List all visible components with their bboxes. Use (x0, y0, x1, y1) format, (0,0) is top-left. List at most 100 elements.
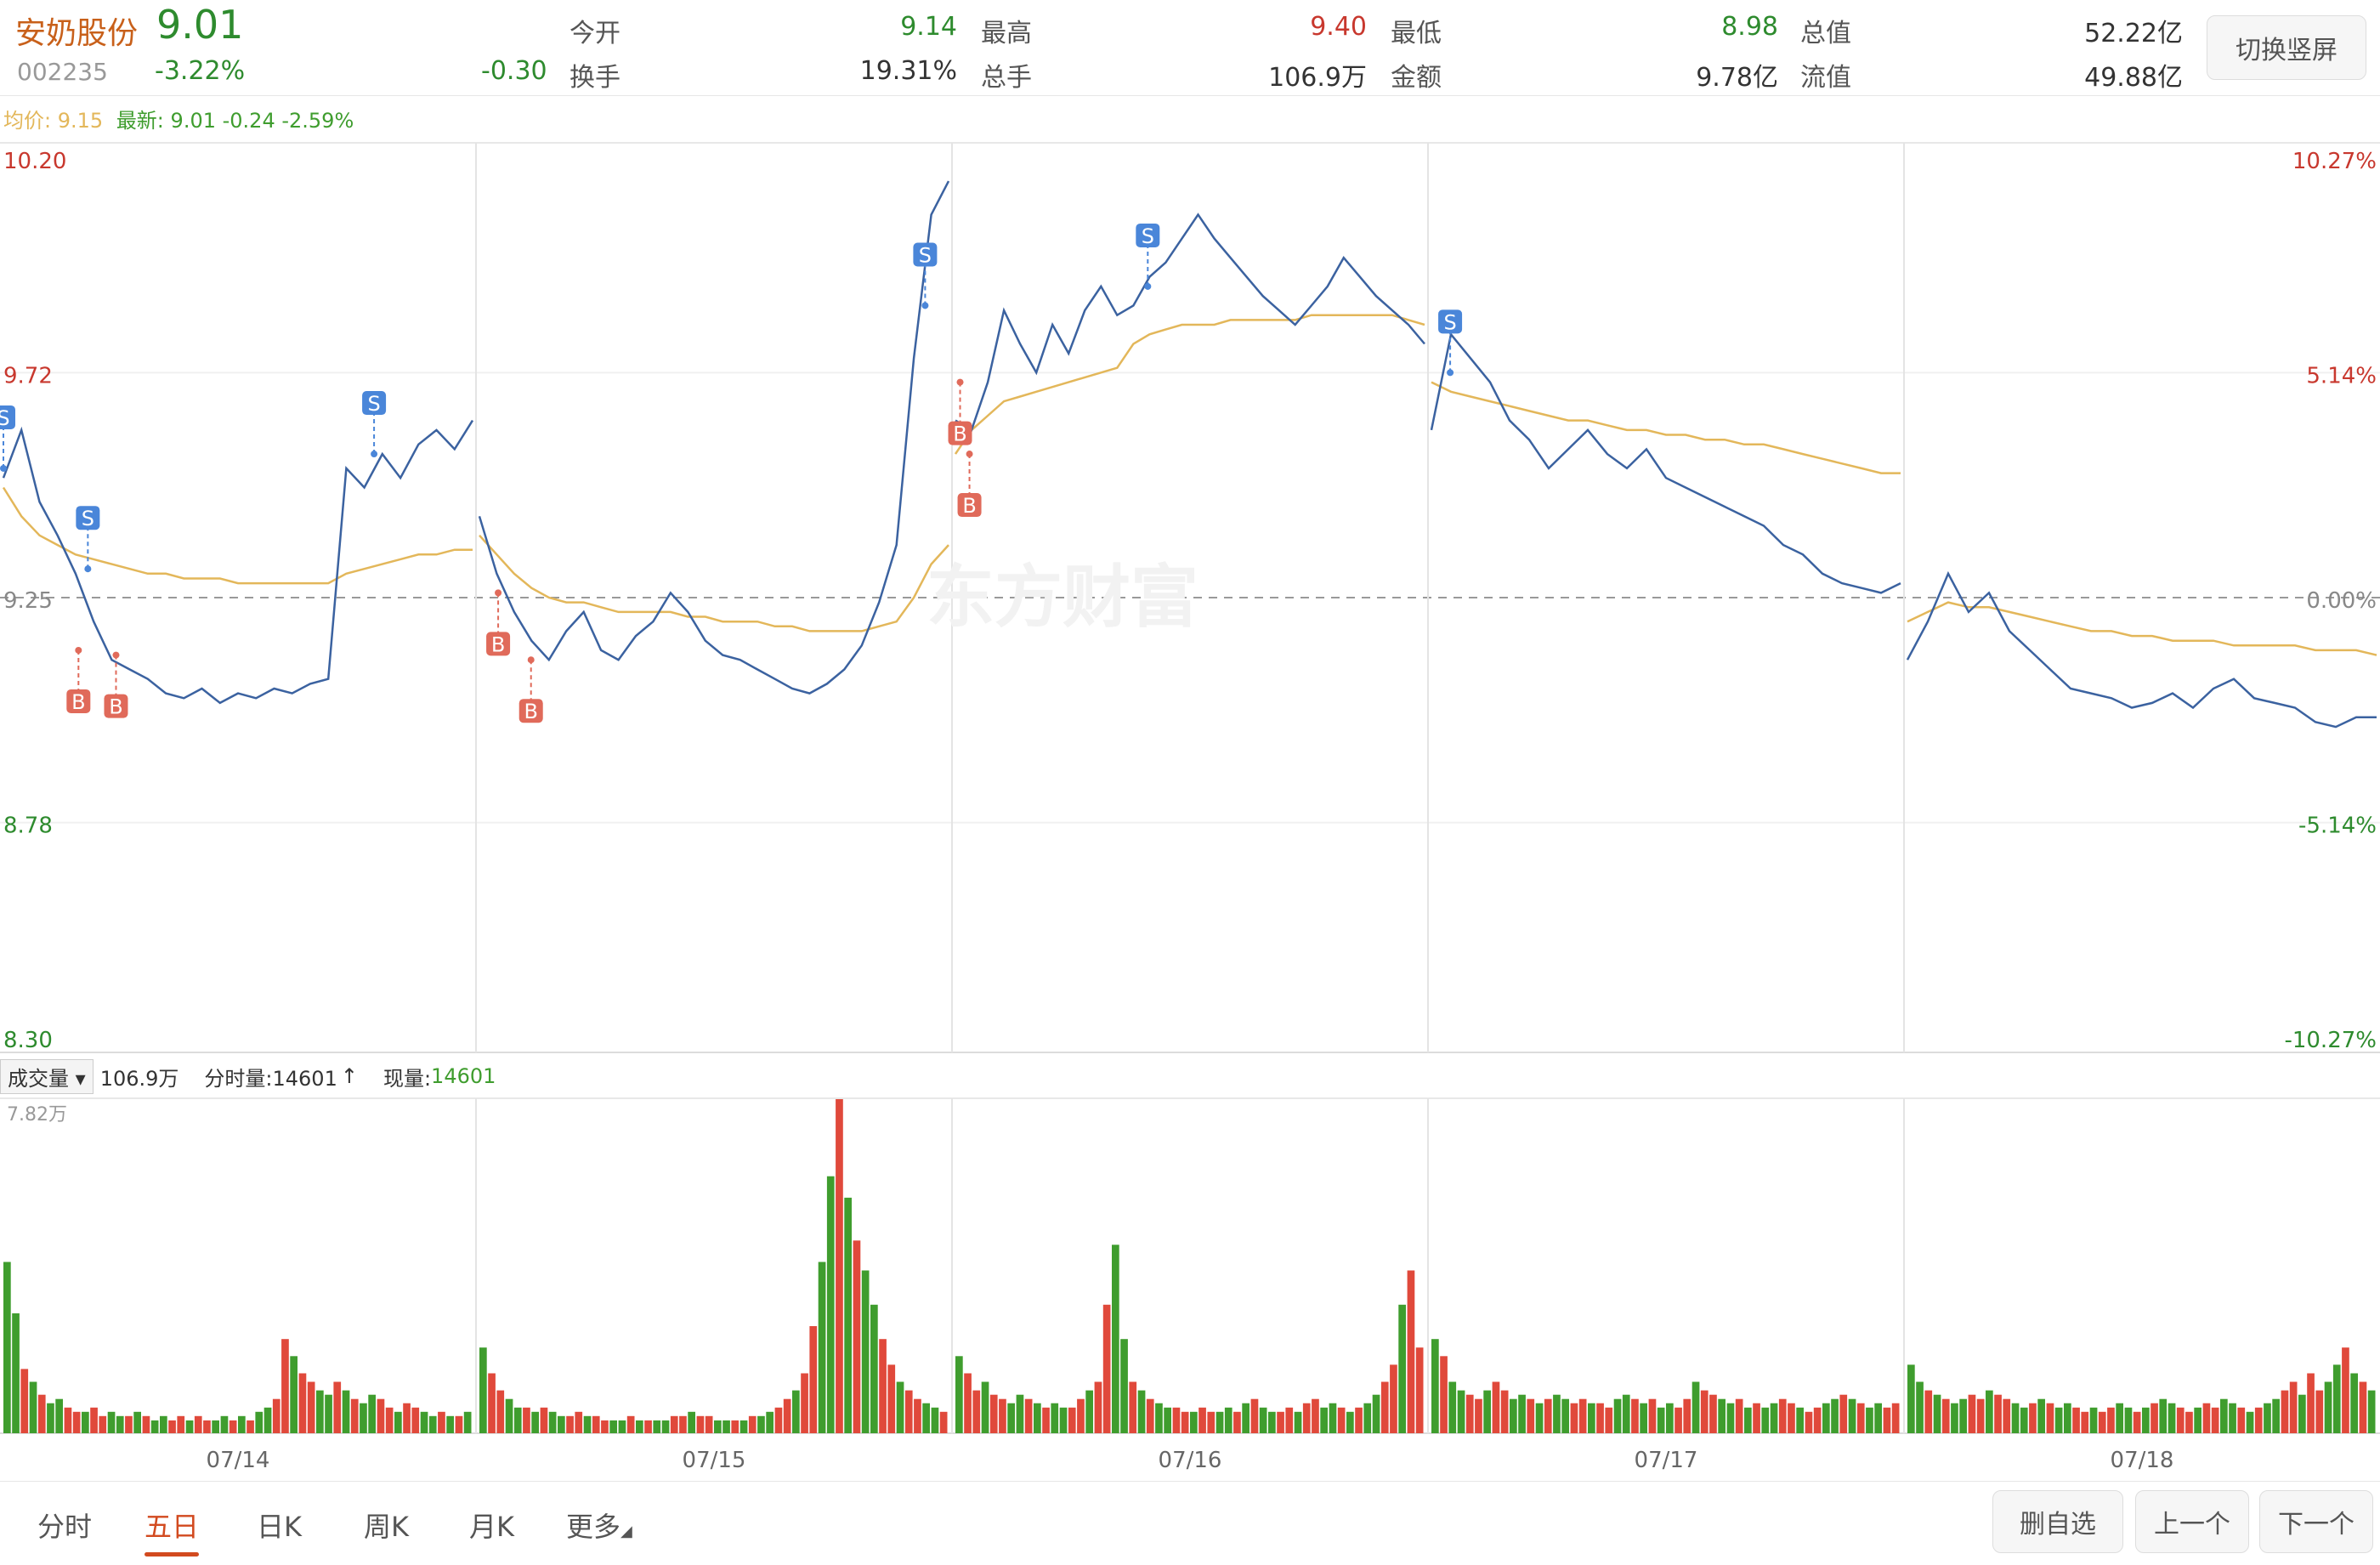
avg-line-day-1 (2, 486, 473, 585)
volume-bar (1492, 1381, 1500, 1433)
volume-bar (1805, 1411, 1813, 1433)
marker-label: B (953, 422, 966, 446)
volume-bar (575, 1411, 583, 1433)
stat-value-total-hands: 106.9万 (1268, 63, 1367, 93)
stat-value-low: 8.98 (1721, 12, 1778, 42)
volume-bar (1631, 1398, 1639, 1433)
buy-marker (518, 699, 543, 723)
volume-bar (403, 1403, 411, 1433)
volume-bar (1874, 1403, 1882, 1433)
volume-bar (99, 1415, 107, 1433)
volume-bar (438, 1411, 445, 1433)
volume-bar (904, 1390, 913, 1433)
stat-label-low: 最低 (1391, 19, 1442, 48)
volume-bar (2124, 1407, 2133, 1433)
marker-dot (75, 646, 82, 654)
volume-bar (1042, 1407, 1050, 1433)
stat-value-amount: 9.78亿 (1696, 63, 1778, 93)
volume-bar (2264, 1403, 2271, 1433)
price-line-day-4 (1430, 332, 1901, 594)
tab-weekly-k[interactable]: 周K (364, 1511, 409, 1543)
now-volume-value: 14601 (431, 1064, 496, 1088)
volume-bar (999, 1398, 1006, 1433)
switch-orientation-button[interactable]: 切换竖屏 (2207, 15, 2366, 80)
volume-bar (1986, 1390, 1993, 1433)
next-stock-button[interactable]: 下一个 (2259, 1490, 2373, 1553)
volume-bar (1666, 1403, 1674, 1433)
stat-label-turnover: 换手 (570, 63, 620, 93)
volume-bar (896, 1381, 904, 1433)
volume-bar (2020, 1407, 2028, 1433)
volume-bar (1329, 1403, 1337, 1433)
volume-bar (272, 1398, 280, 1433)
volume-bar (1190, 1411, 1198, 1433)
volume-bar (2202, 1403, 2211, 1433)
volume-max-label: 7.82万 (7, 1104, 67, 1126)
previous-stock-button[interactable]: 上一个 (2135, 1490, 2249, 1553)
remove-watchlist-button[interactable]: 删自选 (1992, 1490, 2123, 1553)
volume-bar (264, 1407, 272, 1433)
volume-select-label: 成交量 (8, 1066, 69, 1091)
volume-bar (1457, 1390, 1465, 1433)
volume-bar (12, 1313, 20, 1433)
sell-marker (913, 242, 938, 267)
volume-bar (914, 1398, 921, 1433)
volume-bar (1198, 1407, 1206, 1433)
tab-more[interactable]: 更多◢ (566, 1505, 632, 1545)
volume-bar (1839, 1394, 1848, 1433)
stat-value-total-value: 52.22亿 (2084, 19, 2183, 48)
tab-intraday[interactable]: 分时 (37, 1511, 93, 1543)
marker-dot (0, 464, 7, 472)
avg-price-label: 均价: (3, 109, 52, 133)
x-axis-label: 07/14 (207, 1448, 270, 1473)
avg-price-lines (2, 314, 2377, 656)
marker-label: B (491, 632, 505, 656)
volume-bar (644, 1420, 652, 1433)
buy-marker (957, 493, 982, 518)
volume-bar (1822, 1403, 1830, 1433)
avg-line-day-3 (954, 314, 1425, 455)
volume-bar (714, 1420, 722, 1433)
volume-bar (548, 1411, 557, 1433)
volume-bar (1709, 1394, 1717, 1433)
volume-bar (385, 1407, 394, 1433)
marker-dot (921, 302, 929, 309)
volume-bar (740, 1420, 748, 1433)
marker-label: S (1142, 224, 1154, 248)
volume-bar (238, 1415, 246, 1433)
volume-bar (836, 1099, 843, 1433)
y-axis-ticks: 10.20 10.27% 9.72 5.14% 9.25 0.00% 8.78 -5.14% 8… (3, 149, 2377, 1053)
volume-bar (1578, 1398, 1587, 1433)
volume-bar (1683, 1398, 1692, 1433)
volume-bar (531, 1411, 539, 1433)
volume-bar (1431, 1339, 1439, 1433)
volume-bar (1294, 1411, 1302, 1433)
volume-bar (2159, 1398, 2168, 1433)
marker-dot (956, 378, 964, 386)
volume-bar (2046, 1403, 2054, 1433)
volume-bar (307, 1381, 315, 1433)
sell-marker (1136, 223, 1160, 247)
volume-indicator-select[interactable]: 成交量 ▾ (0, 1058, 94, 1094)
tab-five-day[interactable]: 五日 (144, 1505, 200, 1556)
volume-bar (1856, 1403, 1865, 1433)
volume-bar (411, 1407, 420, 1433)
volume-bar (1007, 1403, 1015, 1433)
volume-bar (1094, 1381, 1102, 1433)
marker-label: B (962, 494, 976, 518)
tab-daily-k[interactable]: 日K (257, 1511, 302, 1543)
volume-bar (1380, 1381, 1389, 1433)
five-day-chart[interactable]: 东方财富 10.20 10.27% 9.72 5.14% 9.25 0.00% 8.78 -5… (0, 0, 2380, 1479)
volume-bar (177, 1415, 185, 1433)
volume-bar (513, 1407, 522, 1433)
volume-bar (2098, 1411, 2106, 1433)
tab-monthly-k[interactable]: 月K (469, 1511, 514, 1543)
marker-dot (1447, 369, 1454, 377)
marker-label: B (71, 690, 85, 714)
chart-legend: 均价: 9.15 最新: 9.01 -0.24 -2.59% (3, 104, 354, 133)
volume-bar (1735, 1398, 1743, 1433)
volume-bar (939, 1411, 948, 1433)
volume-bar (783, 1398, 791, 1433)
y-left-tick: 10.20 (3, 149, 66, 174)
volume-bar (1761, 1407, 1770, 1433)
